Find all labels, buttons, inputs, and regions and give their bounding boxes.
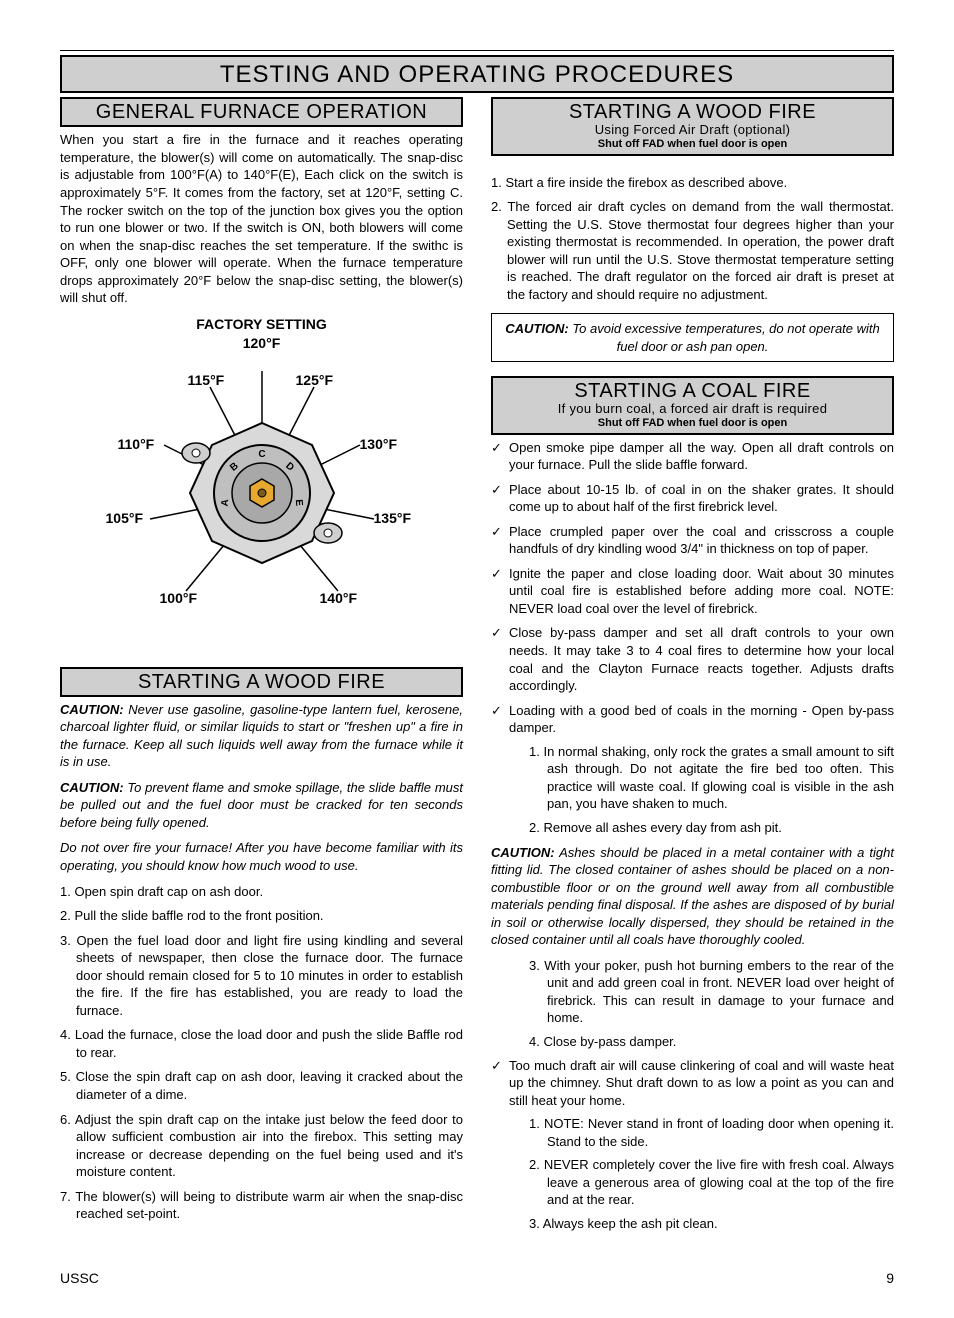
coal-item: Close by-pass damper and set all draft c… <box>491 624 894 694</box>
coal-sub2: Shut off FAD when fuel door is open <box>499 417 886 430</box>
coal-item: Place about 10-15 lb. of coal in on the … <box>491 481 894 516</box>
wood-step: 4. Load the furnace, close the load door… <box>60 1026 463 1061</box>
left-column: GENERAL FURNACE OPERATION When you start… <box>60 97 463 1239</box>
dial-lbl-100: 100°F <box>160 589 198 608</box>
wood-step: 7. The blower(s) will being to distribut… <box>60 1188 463 1223</box>
coal-banner: STARTING A COAL FIRE If you burn coal, a… <box>491 376 894 434</box>
dial-graphic: C B D A E 115°F 125°F 110°F 130°F 105°F … <box>102 353 422 653</box>
wood-step: 5. Close the spin draft cap on ash door,… <box>60 1068 463 1103</box>
general-operation-title: GENERAL FURNACE OPERATION <box>68 101 455 123</box>
dial-lbl-140: 140°F <box>320 589 358 608</box>
coal-sub1: If you burn coal, a forced air draft is … <box>499 402 886 417</box>
wood-steps: 1. Open spin draft cap on ash door. 2. P… <box>60 883 463 1223</box>
coal-checklist: Open smoke pipe damper all the way. Open… <box>491 439 894 837</box>
coal-item: Loading with a good bed of coals in the … <box>491 702 894 837</box>
wood-fad-step: 1. Start a fire inside the firebox as de… <box>491 174 894 192</box>
coal-sub-c: 1. NOTE: Never stand in front of loading… <box>529 1115 894 1232</box>
svg-text:E: E <box>292 499 304 507</box>
svg-text:A: A <box>219 498 231 506</box>
dial-lbl-130: 130°F <box>360 435 398 454</box>
coal-sub-item: 2. Remove all ashes every day from ash p… <box>529 819 894 837</box>
top-rule <box>60 50 894 51</box>
wood-fad-banner: STARTING A WOOD FIRE Using Forced Air Dr… <box>491 97 894 155</box>
wood-fad-sub1: Using Forced Air Draft (optional) <box>499 123 886 138</box>
columns: GENERAL FURNACE OPERATION When you start… <box>60 97 894 1239</box>
coal-sub-b: 3. With your poker, push hot burning emb… <box>529 957 894 1051</box>
svg-text:C: C <box>258 449 265 460</box>
dial-svg: C B D A E <box>102 353 422 653</box>
coal-checklist-2: Too much draft air will cause clinkering… <box>491 1057 894 1233</box>
wood-step: 2. Pull the slide baffle rod to the fron… <box>60 907 463 925</box>
dial-lbl-110: 110°F <box>118 435 155 454</box>
coal-title: STARTING A COAL FIRE <box>499 380 886 402</box>
wood-fire-banner: STARTING A WOOD FIRE <box>60 667 463 697</box>
coal-item: Place crumpled paper over the coal and c… <box>491 523 894 558</box>
general-operation-body: When you start a fire in the furnace and… <box>60 131 463 306</box>
coal-sub-item: 3. With your poker, push hot burning emb… <box>529 957 894 1027</box>
wood-step: 1. Open spin draft cap on ash door. <box>60 883 463 901</box>
coal-sub-item: 4. Close by-pass damper. <box>529 1033 894 1051</box>
dial-lbl-125: 125°F <box>296 371 334 390</box>
wood-fire-title: STARTING A WOOD FIRE <box>68 671 455 693</box>
footer: USSC 9 <box>60 1269 894 1288</box>
wood-fad-caution-box: CAUTION: To avoid excessive temperatures… <box>491 313 894 362</box>
main-banner: TESTING AND OPERATING PROCEDURES <box>60 55 894 93</box>
coal-item: Open smoke pipe damper all the way. Open… <box>491 439 894 474</box>
coal-caution: CAUTION: Ashes should be placed in a met… <box>491 844 894 949</box>
dial-title-1: FACTORY SETTING <box>60 315 463 334</box>
wood-step: 3. Open the fuel load door and light fir… <box>60 932 463 1020</box>
wood-note: Do not over fire your furnace! After you… <box>60 839 463 874</box>
wood-fad-title: STARTING A WOOD FIRE <box>499 101 886 123</box>
wood-caution-2: CAUTION: To prevent flame and smoke spil… <box>60 779 463 832</box>
coal-sub-item: 1. In normal shaking, only rock the grat… <box>529 743 894 813</box>
coal-sub-item: 2. NEVER completely cover the live fire … <box>529 1156 894 1209</box>
dial-lbl-135: 135°F <box>374 509 412 528</box>
coal-sub-item: 1. NOTE: Never stand in front of loading… <box>529 1115 894 1150</box>
wood-fad-steps: 1. Start a fire inside the firebox as de… <box>491 174 894 304</box>
wood-caution-1: CAUTION: Never use gasoline, gasoline-ty… <box>60 701 463 771</box>
dial-lbl-105: 105°F <box>106 509 144 528</box>
footer-right: 9 <box>886 1269 894 1288</box>
wood-step: 6. Adjust the spin draft cap on the inta… <box>60 1111 463 1181</box>
dial-title-2: 120°F <box>60 334 463 353</box>
dial-figure: FACTORY SETTING 120°F <box>60 315 463 653</box>
coal-sub-item: 3. Always keep the ash pit clean. <box>529 1215 894 1233</box>
wood-fad-sub2: Shut off FAD when fuel door is open <box>499 138 886 151</box>
coal-item: Too much draft air will cause clinkering… <box>491 1057 894 1233</box>
footer-left: USSC <box>60 1269 99 1288</box>
coal-sub-a: 1. In normal shaking, only rock the grat… <box>529 743 894 837</box>
dial-lbl-115: 115°F <box>188 371 225 390</box>
coal-item: Ignite the paper and close loading door.… <box>491 565 894 618</box>
general-operation-banner: GENERAL FURNACE OPERATION <box>60 97 463 127</box>
right-column: STARTING A WOOD FIRE Using Forced Air Dr… <box>491 97 894 1239</box>
wood-fad-step: 2. The forced air draft cycles on demand… <box>491 198 894 303</box>
